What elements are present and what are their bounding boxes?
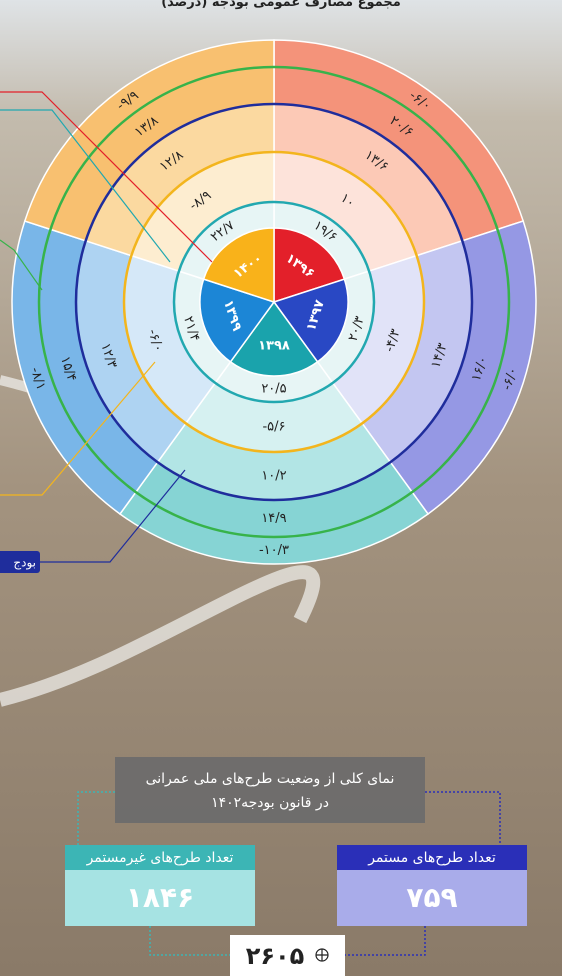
pie-slice: [272, 278, 349, 363]
continuous-value: ۷۵۹: [406, 881, 457, 914]
title: مجموع مصارف عمومی بودجه (درصد): [161, 0, 401, 10]
callout-line: [0, 239, 43, 291]
connector: [425, 791, 501, 845]
summary-box: [115, 757, 425, 823]
callout-box: [0, 551, 40, 573]
noncontinuous-value-box: [65, 870, 255, 926]
background-streak: [0, 565, 321, 707]
ring-border: [74, 102, 474, 502]
ring-value: ۱۲/۳: [97, 341, 119, 370]
callout-line: [0, 91, 213, 263]
connector: [149, 898, 230, 956]
continuous-header: [337, 845, 527, 870]
noncontinuous-label: تعداد طرح‌های غیرمستمر: [86, 850, 234, 866]
noncontinuous-value: ۱۸۴۶: [126, 881, 194, 914]
connector: [345, 898, 426, 956]
callout-line: [0, 109, 171, 263]
callout-line: [0, 361, 156, 496]
connector: [77, 791, 115, 845]
ring-value: ۲۰/۳: [346, 315, 368, 344]
summary-title: در قانون بودجه۱۴۰۲: [211, 795, 329, 811]
ring-border: [122, 150, 426, 454]
pie-slice: [229, 300, 319, 377]
callout-line: [40, 469, 186, 563]
ring-value: -۴/۳: [382, 327, 403, 354]
pie-slice: [273, 227, 346, 304]
year-label: ۱۳۹۸: [258, 339, 290, 354]
noncontinuous-header: [65, 845, 255, 870]
ring-value: ۱۴/۳: [428, 341, 450, 370]
summary-title: نمای کلی از وضعیت طرح‌های ملی عمرانی: [146, 771, 395, 787]
pie-slice: [202, 227, 275, 304]
ring-value: ۱۰/۲: [261, 469, 286, 484]
ring-border: [172, 200, 376, 404]
ring-value: ۱۶/۰: [469, 355, 491, 384]
continuous-label: تعداد طرح‌های مستمر: [367, 850, 496, 866]
callout-label: بودج: [13, 556, 36, 571]
continuous-value-box: [337, 870, 527, 926]
total-value: ۲۶۰۵: [246, 942, 305, 970]
ring-value: -۵/۶: [262, 420, 285, 435]
ring-value: ۲۱/۴: [180, 315, 202, 344]
ring-value: -۸/۱: [27, 366, 48, 393]
ring-value: -۶/۰: [144, 327, 165, 354]
ring-value: ۱۵/۴: [57, 355, 79, 384]
plus-icon: [316, 949, 328, 961]
ring-border: [37, 65, 511, 539]
ring-value: -۶/۰: [500, 366, 521, 393]
ring-value: -۱۰/۳: [259, 543, 289, 558]
ring-value: ۱۴/۹: [261, 511, 286, 526]
ring-value: ۲۰/۵: [261, 382, 286, 397]
pie-slice: [199, 278, 276, 363]
